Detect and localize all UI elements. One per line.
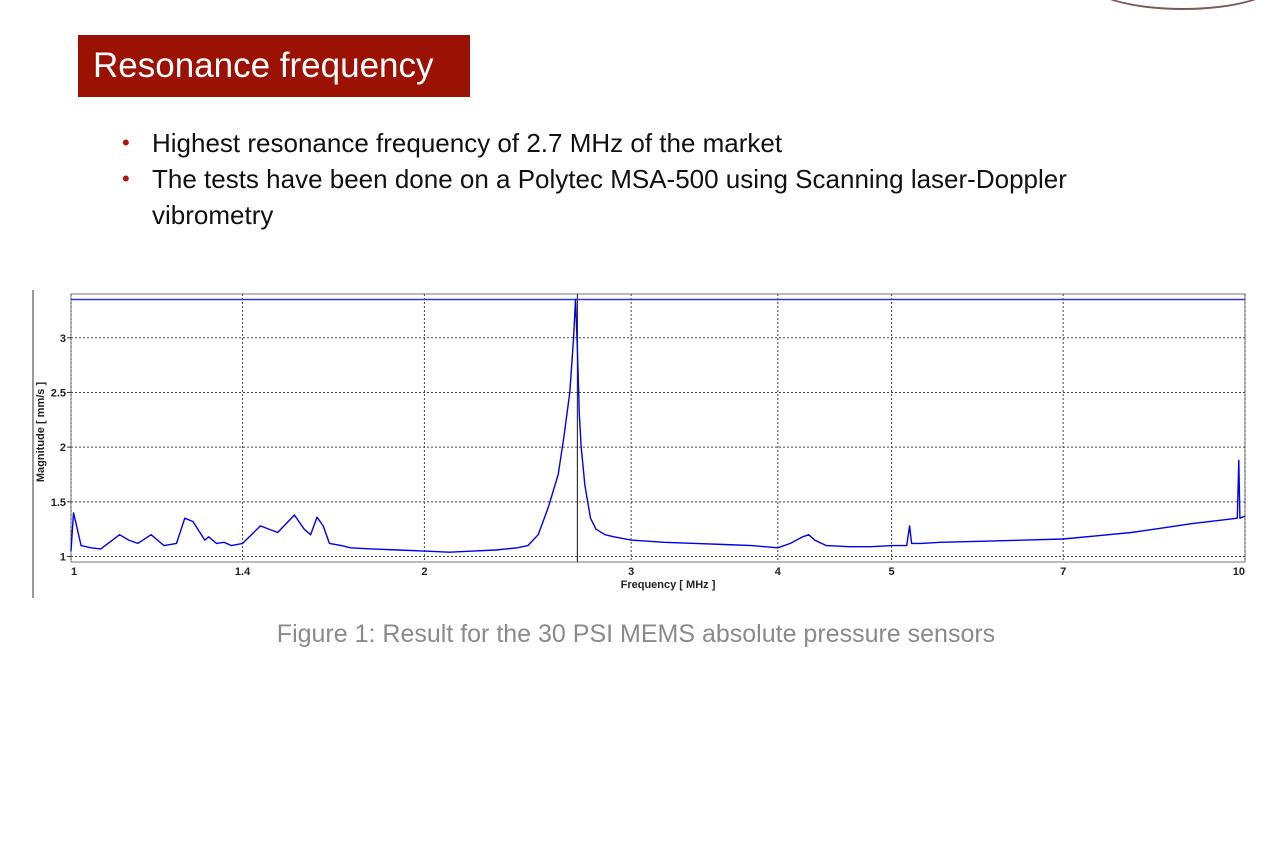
x-tick-label: 3 [628,566,634,578]
x-tick-label: 1 [71,566,77,578]
y-tick-label: 2 [60,442,66,454]
bullet-dot-icon: • [122,130,130,155]
magnitude-series-line [70,298,1246,553]
y-tick-label: 1 [60,552,66,564]
bullet-text: The tests have been done on a Polytec MS… [152,164,1067,230]
y-tick-labels: 1 1.5 2 2.5 3 [51,333,66,564]
y-tick-label: 1.5 [51,497,66,509]
x-axis-label: Frequency [ MHz ] [621,579,716,591]
frequency-chart: 1 1.5 2 2.5 3 1 1.4 2 3 4 5 7 10 Frequency [ MHz ] … [30,290,1248,598]
x-tick-label: 5 [889,566,895,578]
x-tick-labels: 1 1.4 2 3 4 5 7 10 [71,566,1245,578]
x-tick-label: 7 [1060,566,1066,578]
grid-lines [67,294,1246,562]
slide-title-text: Resonance frequency [93,46,434,85]
bullet-text: Highest resonance frequency of 2.7 MHz o… [152,128,783,158]
bullet-list: • Highest resonance frequency of 2.7 MHz… [120,125,1160,233]
bullet-dot-icon: • [122,166,130,191]
plot-area [70,293,1246,563]
x-tick-label: 4 [775,566,782,578]
x-tick-label: 2 [421,566,427,578]
chart-svg: 11.522.53 1 1.4 2 3 4 5 7 10 Frequency [ MHz ] … [32,290,1246,598]
bullet-item: • Highest resonance frequency of 2.7 MHz… [120,125,1160,161]
x-tick-label: 1.4 [235,566,251,578]
slide-title: Resonance frequency [78,35,470,97]
y-tick-label: 2.5 [51,387,66,399]
figure-caption: Figure 1: Result for the 30 PSI MEMS abs… [276,620,996,648]
x-tick-label: 10 [1233,566,1245,578]
bullet-item: • The tests have been done on a Polytec … [120,161,1160,233]
y-axis-label: Magnitude [ mm/s ] [35,382,47,483]
y-tick-label: 3 [60,333,66,345]
corner-decoration [1088,0,1272,10]
